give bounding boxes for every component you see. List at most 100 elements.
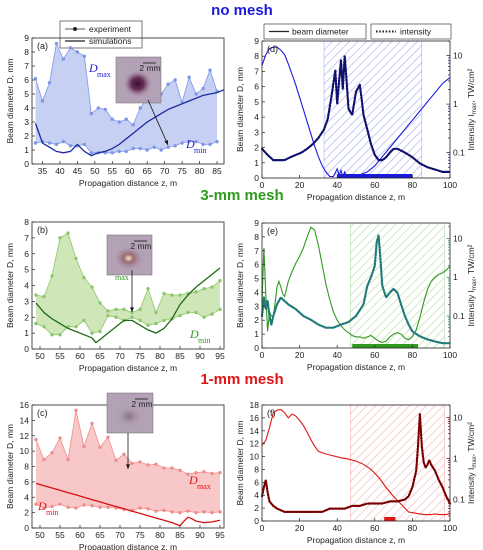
dmin-point	[194, 310, 198, 315]
y-tick-label: 6	[24, 477, 29, 487]
x-tick-label: 20	[295, 523, 305, 533]
y-tick-label: 8	[24, 217, 29, 227]
y2-tick-label: 10	[453, 412, 463, 422]
y-tick-label: 1	[254, 158, 259, 168]
dmax-point	[58, 436, 62, 440]
panel-letter: (c)	[37, 408, 48, 418]
dmin-point	[90, 504, 94, 508]
experimental-range-bar	[352, 344, 419, 348]
x-axis-label: Propagation distance z, m	[79, 178, 177, 188]
dmax-point	[210, 285, 214, 289]
x-axis-label: Propagation distance z, m	[307, 362, 405, 372]
x-tick-label: 100	[443, 180, 457, 190]
y-tick-label: 6	[24, 75, 29, 85]
x-tick-label: 0	[260, 180, 265, 190]
y2-tick-label: 10	[453, 51, 463, 61]
y-tick-label: 2	[24, 131, 29, 141]
dmax-point	[82, 275, 86, 280]
y-tick-label: 5	[24, 265, 29, 275]
x-tick-label: 60	[75, 530, 85, 540]
dmax-point	[74, 408, 78, 413]
plot-frame	[261, 404, 451, 522]
dmin-point	[154, 509, 158, 513]
legend-left: experiment simulations	[59, 20, 143, 49]
chart-b: 50 55 60 65 70 75 80 85 90 95 0 1 2 3 4 5 6 7 8 Propagation…	[5, 217, 225, 373]
x-tick-label: 55	[55, 530, 65, 540]
y-tick-label: 3	[24, 117, 29, 127]
x-tick-label: 60	[75, 351, 85, 361]
x-tick-label: 60	[370, 350, 380, 360]
y-tick-label: 3	[254, 127, 259, 137]
y2-axis-label-unit: , TW/cm²	[466, 422, 476, 456]
dmax-point	[98, 301, 102, 305]
dmin-point	[218, 307, 222, 312]
dmax-point	[106, 309, 110, 313]
dmax-point	[61, 57, 66, 61]
x-tick-label: 60	[125, 166, 135, 176]
dmax-point	[146, 286, 150, 291]
x-axis-label: Propagation distance z, m	[307, 192, 405, 202]
arrow-line	[147, 99, 169, 146]
dmax-point	[124, 117, 128, 121]
x-tick-label: 40	[332, 180, 342, 190]
dmin-point	[218, 510, 222, 514]
y-tick-label: 9	[24, 33, 29, 43]
y-tick-label: 1	[24, 328, 29, 338]
dmax-point	[178, 293, 182, 297]
dmax-point	[50, 274, 54, 278]
x-tick-label: 75	[135, 530, 145, 540]
panel-letter: (f)	[267, 408, 276, 418]
dmin-point	[138, 506, 142, 510]
x-tick-label: 85	[175, 351, 185, 361]
y-axis-label: Beam diameter D, mm	[5, 58, 15, 143]
dmin-point	[201, 142, 205, 147]
dmax-point	[138, 106, 142, 110]
legend-simulations: simulations	[89, 36, 132, 46]
chart-e: 0 20 40 60 80 100 0 1 2 3 4 5 6 7 8 9 Propagation distan…	[235, 218, 478, 372]
dmin-sub: min	[46, 508, 58, 517]
panel-letter: (d)	[267, 44, 278, 54]
dmax-point	[122, 452, 126, 456]
dmin-point	[210, 312, 214, 316]
y-tick-label: 6	[24, 249, 29, 259]
y-axis-label: Beam diameter D, mm	[235, 67, 245, 152]
filament-region	[323, 40, 423, 179]
y-tick-label: 2	[254, 503, 259, 513]
experimental-range-bar	[384, 517, 396, 521]
y-tick-label: 4	[254, 112, 259, 122]
arrow-head	[130, 307, 134, 312]
y-tick-label: 6	[254, 477, 259, 487]
y-tick-label: 0	[24, 159, 29, 169]
y-tick-label: 12	[20, 431, 30, 441]
dmin-point	[162, 508, 166, 513]
dmax-point	[114, 458, 118, 463]
legend-beam-diameter: beam diameter	[292, 27, 349, 37]
chart-a: 35 40 45 50 55 60 65 70 75 80 850123456789Propagat…	[5, 33, 225, 188]
dmax-point	[146, 463, 150, 467]
dmax-point	[138, 307, 142, 312]
y-tick-label: 9	[254, 36, 259, 46]
beam-spot-inset: 2 mm	[106, 234, 153, 276]
dmax-point	[98, 445, 102, 449]
x-tick-label: 90	[195, 351, 205, 361]
dmax-point	[34, 293, 38, 297]
dmin-point	[154, 321, 158, 326]
x-axis-label: Propagation distance z, m	[307, 535, 405, 545]
x-tick-label: 70	[115, 351, 125, 361]
simulation-line	[35, 267, 221, 344]
dmax-point	[34, 437, 38, 442]
chart-c: 50 55 60 65 70 75 80 85 90 95 0 2 4 6 8 10 12 14 16 Propaga…	[5, 392, 225, 550]
dmax-point	[210, 471, 214, 476]
dmax-point	[218, 279, 222, 283]
dmin-point	[210, 510, 214, 515]
y-tick-label: 8	[254, 464, 259, 474]
dmax-label: D	[188, 473, 198, 487]
dmin-point	[162, 318, 166, 323]
y-tick-label: 6	[254, 260, 259, 270]
x-tick-label: 50	[35, 351, 45, 361]
beam-diameter-line	[261, 46, 451, 179]
panel-letter: (e)	[267, 226, 278, 236]
x-axis-label: Propagation distance z, m	[79, 363, 177, 373]
